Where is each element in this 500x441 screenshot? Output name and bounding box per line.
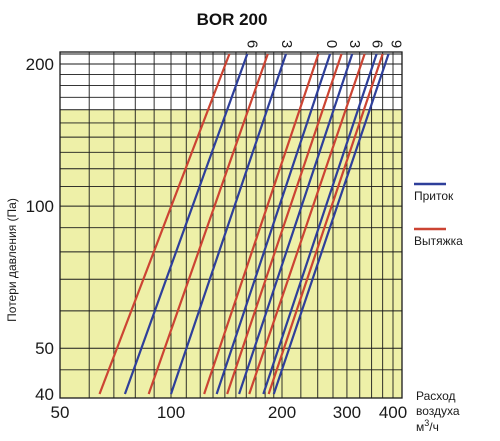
series-line <box>215 53 332 395</box>
x-axis-label-unit: м3/ч <box>416 418 439 434</box>
curve-label: 9 <box>387 40 404 48</box>
x-tick-label: 200 <box>268 403 296 422</box>
legend: Приток Вытяжка <box>414 182 463 248</box>
series-line <box>248 53 366 395</box>
shaded-region <box>60 109 402 398</box>
series-line <box>98 53 231 395</box>
curve-label: 6 <box>243 40 260 48</box>
y-axis-ticks: 40 50 100 200 <box>26 55 54 404</box>
y-tick-label: 200 <box>26 55 54 74</box>
plot-border <box>59 51 403 399</box>
x-tick-label: 400 <box>379 403 407 422</box>
x-axis-label: Расход воздуха м3/ч <box>416 389 460 434</box>
x-tick-label: 100 <box>157 403 185 422</box>
curve-label: 6 <box>369 40 386 48</box>
series-line <box>272 53 390 395</box>
series-line <box>147 53 269 395</box>
x-axis-ticks: 50 100 200 300 400 <box>51 403 408 422</box>
x-tick-label: 300 <box>333 403 361 422</box>
x-axis-label-line-2: воздуха <box>416 404 460 418</box>
curve-label: 3 <box>278 40 295 48</box>
curve-lines <box>98 53 390 395</box>
legend-label: Вытяжка <box>414 234 463 248</box>
series-line <box>123 53 249 395</box>
series-line <box>262 53 378 395</box>
series-line <box>238 53 354 395</box>
chart-title: BOR 200 <box>197 10 268 29</box>
plot-background <box>60 52 402 398</box>
curve-label: 0 <box>323 40 340 48</box>
y-tick-label: 40 <box>35 385 54 404</box>
plot-frame <box>59 51 403 399</box>
series-line <box>203 53 320 395</box>
curve-label: 3 <box>346 40 363 48</box>
series-line <box>169 53 287 395</box>
x-tick-label: 50 <box>51 403 70 422</box>
x-axis-label-line-1: Расход <box>416 389 456 403</box>
y-tick-label: 100 <box>26 197 54 216</box>
series-line <box>267 53 384 395</box>
series-line <box>226 53 343 395</box>
y-axis-label: Потери давления (Па) <box>5 198 19 322</box>
legend-label: Приток <box>414 189 454 203</box>
y-tick-label: 50 <box>35 339 54 358</box>
